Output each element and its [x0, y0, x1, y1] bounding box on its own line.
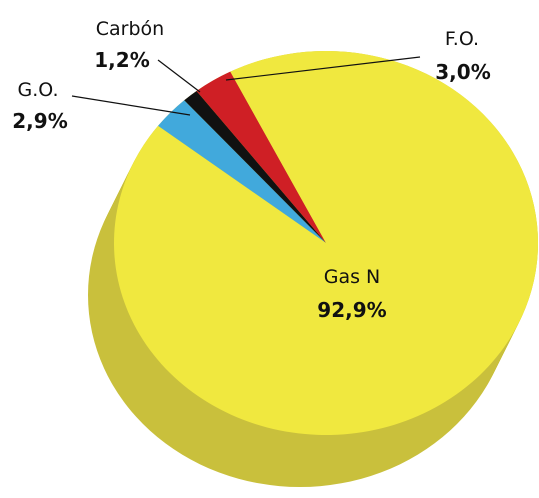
slice-value-label: 1,2% — [94, 48, 149, 72]
pie-slices — [114, 50, 538, 435]
slice-label: F.O. — [445, 28, 479, 50]
pie-slice — [158, 100, 326, 244]
leader-line — [157, 59, 201, 93]
slice-value-label: 3,0% — [435, 60, 490, 84]
slice-label: Gas N — [324, 266, 381, 288]
slice-value-label: 92,9% — [317, 298, 386, 322]
leader-line — [225, 56, 421, 81]
slice-label: G.O. — [18, 79, 59, 101]
leader-line — [71, 95, 191, 116]
pie-slice — [184, 90, 326, 243]
slice-label: Carbón — [96, 18, 164, 40]
pie-slice — [196, 71, 326, 244]
pie-slice — [114, 50, 538, 435]
slice-value-label: 2,9% — [12, 109, 67, 133]
